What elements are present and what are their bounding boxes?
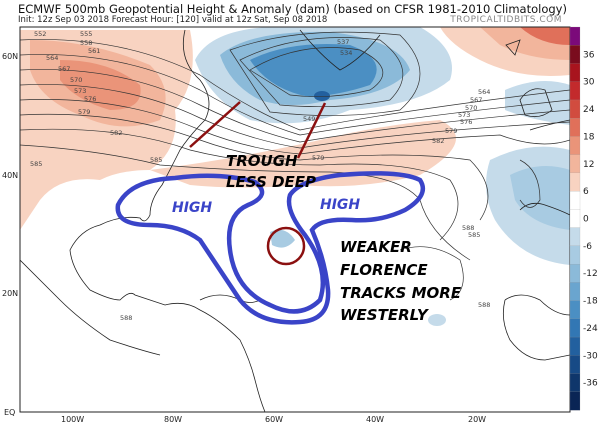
map-label: 573 — [74, 87, 86, 95]
map-label: 588 — [462, 224, 474, 232]
colorbar-tick-label: 24 — [583, 105, 595, 115]
colorbar-tick-label: 6 — [583, 187, 589, 197]
map-label: 585 — [150, 156, 162, 164]
colorbar-swatch — [569, 45, 581, 64]
colorbar-swatch — [569, 26, 581, 46]
colorbar-tick-label: 30 — [583, 78, 595, 88]
map-label: 552 — [34, 30, 46, 38]
annotation-weaker: WEAKER — [340, 238, 412, 256]
map-label: 561 — [88, 47, 100, 55]
colorbar-swatch — [569, 336, 581, 356]
colorbar-swatch — [569, 318, 581, 338]
map-label: EQ — [4, 408, 15, 417]
map-label: 567 — [470, 96, 482, 104]
map-label: 579 — [78, 108, 90, 116]
colorbar-swatch — [569, 136, 581, 156]
chart-title: ECMWF 500mb Geopotential Height & Anomal… — [18, 2, 567, 16]
annotation-high-east: HIGH — [320, 197, 360, 213]
chart-subtitle: Init: 12z Sep 03 2018 Forecast Hour: [12… — [18, 15, 328, 25]
colorbar-tick-label: -6 — [583, 242, 592, 252]
map-label: 20W — [468, 415, 486, 424]
map-label: 576 — [84, 95, 96, 103]
map-area: 552 555 558 561 564 567 570 573 576 579 … — [20, 27, 570, 412]
colorbar-swatch — [569, 191, 581, 210]
map-label: 582 — [432, 137, 444, 145]
map-label: 588 — [120, 314, 132, 322]
contour-labels: 552 555 558 561 564 567 570 573 576 579 … — [30, 30, 490, 322]
map-label: 579 — [445, 127, 457, 135]
map-label: 549 — [303, 115, 315, 123]
colorbar-tick-label: 0 — [583, 215, 589, 225]
annotation-trough: TROUGH — [226, 152, 298, 170]
map-label: 582 — [110, 129, 122, 137]
map-label: 558 — [80, 39, 92, 47]
colorbar-swatch — [569, 300, 581, 320]
lon-axis: 100W 80W 60W 40W 20W — [61, 415, 486, 424]
map-label: 585 — [30, 160, 42, 168]
colorbar-swatch — [569, 154, 581, 174]
trough-arrow-east — [296, 102, 327, 159]
annotation-westerly: WESTERLY — [340, 306, 430, 324]
colorbar-swatch — [569, 355, 581, 374]
colorbar-swatch — [569, 282, 581, 301]
lat-axis: 60N 40N 20N EQ — [2, 52, 18, 417]
colorbar-tick-label: -24 — [583, 324, 598, 334]
colorbar-swatch — [569, 263, 581, 283]
colorbar-swatch — [569, 373, 581, 393]
map-label: 40N — [2, 171, 18, 180]
map-label: 564 — [478, 88, 490, 96]
map-label: 579 — [312, 154, 324, 162]
map-label: 570 — [465, 104, 477, 112]
high-pressure-outline — [115, 171, 426, 325]
map-label: 100W — [61, 415, 84, 424]
colorbar-tick-label: -18 — [583, 297, 598, 307]
colorbar-swatch — [569, 209, 581, 229]
map-label: 567 — [58, 65, 70, 73]
colorbar-swatch — [569, 245, 581, 265]
colorbar-tick-label: -36 — [583, 379, 598, 389]
colorbar-tick-label: -12 — [583, 269, 598, 279]
brand-watermark: TROPICALTIDBITS.COM — [450, 15, 562, 25]
colorbar-swatch — [569, 227, 581, 247]
colorbar-tick-label: 18 — [583, 132, 595, 142]
annotation-tracks-more: TRACKS MORE — [340, 284, 462, 302]
colorbar-swatch — [569, 81, 581, 101]
florence-circle — [266, 226, 306, 266]
colorbar-swatch — [569, 99, 581, 119]
map-label: 60W — [265, 415, 283, 424]
map-label: 80W — [164, 415, 182, 424]
map-label: 570 — [70, 76, 82, 84]
annotation-less-deep: LESS DEEP — [226, 173, 316, 191]
map-label: 20N — [2, 289, 18, 298]
colorbar-tick-label: 12 — [583, 160, 594, 170]
colorbar-tick-label: -30 — [583, 351, 598, 361]
map-label: 40W — [366, 415, 384, 424]
colorbar-swatch — [569, 172, 581, 192]
annotation-florence: FLORENCE — [340, 261, 428, 279]
map-label: 60N — [2, 52, 18, 61]
map-label: 564 — [46, 54, 58, 62]
map-label: 576 — [460, 118, 472, 126]
colorbar-swatch — [569, 63, 581, 83]
colorbar-swatch — [569, 391, 581, 411]
annotation-high-west: HIGH — [172, 200, 212, 216]
map-label: 585 — [468, 231, 480, 239]
trough-arrow-west — [189, 101, 241, 148]
annotation-overlay: TROUGH LESS DEEP HIGH HIGH WEAKER FLOREN… — [115, 101, 462, 325]
map-label: 588 — [478, 301, 490, 309]
map-label: 573 — [458, 111, 470, 119]
coastlines — [20, 29, 570, 412]
colorbar: 36 30 24 18 12 6 0 -6 -12 -18 -24 -30 -36 — [569, 26, 598, 411]
colorbar-tick-label: 36 — [583, 50, 595, 60]
map-label: 537 — [337, 38, 349, 46]
map-label: 534 — [340, 49, 352, 57]
colorbar-swatch — [569, 118, 581, 137]
map-label: 555 — [80, 30, 92, 38]
